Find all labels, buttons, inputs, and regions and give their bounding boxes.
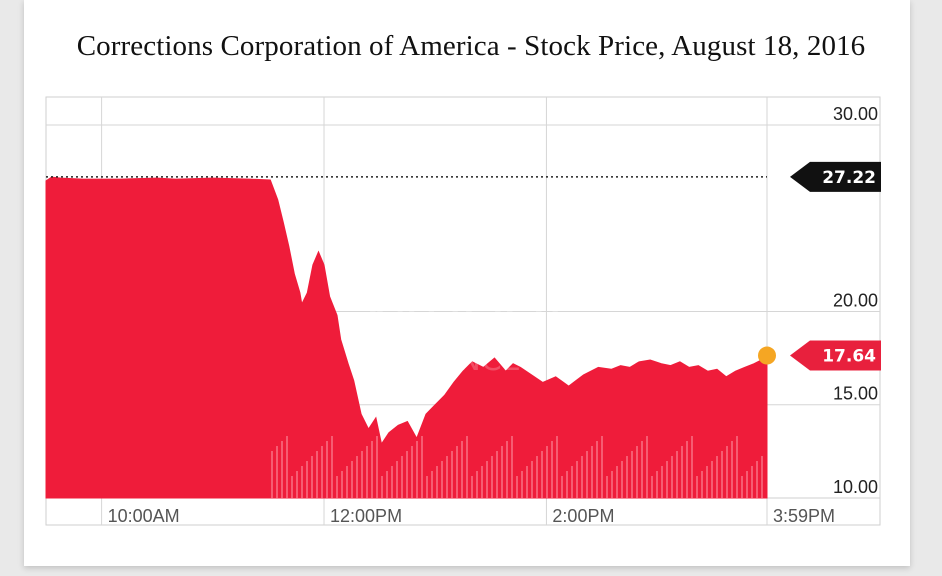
x-tick-label: 10:00AM bbox=[108, 506, 180, 526]
x-tick-label: 2:00PM bbox=[552, 506, 614, 526]
chart-title: Corrections Corporation of America - Sto… bbox=[76, 30, 866, 62]
watermark-finance: FINANCE bbox=[389, 343, 520, 378]
axis-labels: 30.00 20.00 15.00 10.00 10:00AM 12:00PM 2:00PM… bbox=[108, 104, 878, 526]
last-price-flag: 17.64 bbox=[790, 340, 881, 371]
price-flags: 27.22 17.64 bbox=[790, 161, 881, 371]
price-area-layer bbox=[45, 176, 776, 499]
y-tick-label: 10.00 bbox=[833, 477, 878, 497]
price-area bbox=[45, 176, 768, 499]
previous-close-flag-shape bbox=[790, 161, 881, 192]
yahoo-finance-watermark: YAHOO!FINANCE bbox=[359, 288, 565, 378]
y-tick-label: 20.00 bbox=[833, 290, 878, 310]
x-tick-label: 3:59PM bbox=[773, 506, 835, 526]
watermark-yahoo: YAHOO! bbox=[359, 288, 565, 348]
y-tick-label: 30.00 bbox=[833, 104, 878, 124]
previous-close-flag-label: 27.22 bbox=[822, 168, 876, 188]
last-price-dot bbox=[758, 346, 776, 365]
previous-close-flag: 27.22 bbox=[790, 161, 881, 192]
x-tick-label: 12:00PM bbox=[330, 506, 402, 526]
last-price-flag-label: 17.64 bbox=[822, 347, 876, 367]
last-price-flag-shape bbox=[790, 340, 881, 371]
y-tick-label: 15.00 bbox=[833, 384, 878, 404]
